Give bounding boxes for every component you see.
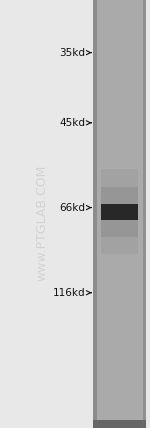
Text: www.PTGLAB.COM: www.PTGLAB.COM xyxy=(36,164,48,281)
Text: 66kd: 66kd xyxy=(60,202,91,213)
Bar xyxy=(143,0,146,428)
Bar xyxy=(100,187,138,237)
Bar xyxy=(100,204,138,220)
Bar xyxy=(93,420,146,428)
Bar xyxy=(100,169,138,254)
Text: 35kd: 35kd xyxy=(60,48,91,58)
Bar xyxy=(93,0,97,428)
Text: 45kd: 45kd xyxy=(60,118,91,128)
Text: 116kd: 116kd xyxy=(53,288,91,298)
Bar xyxy=(93,0,146,428)
